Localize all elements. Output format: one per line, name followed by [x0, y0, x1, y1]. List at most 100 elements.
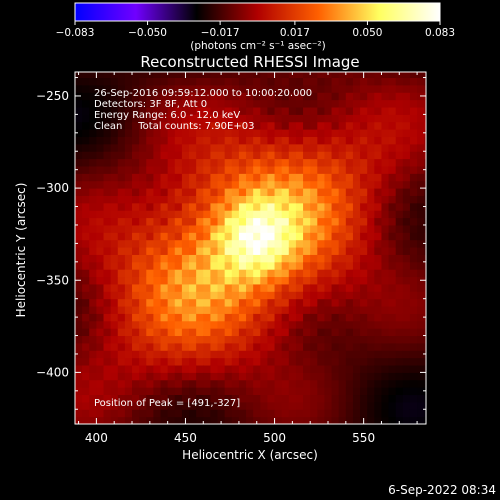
heatmap-pixel	[196, 84, 204, 93]
heatmap-pixel	[89, 173, 97, 182]
heatmap-pixel	[338, 72, 347, 79]
heatmap-pixel	[203, 173, 211, 182]
heatmap-pixel	[224, 357, 233, 366]
heatmap-pixel	[196, 165, 204, 174]
heatmap-pixel	[345, 129, 354, 138]
heatmap-pixel	[295, 276, 304, 285]
heatmap-pixel	[167, 387, 176, 396]
heatmap-pixel	[345, 379, 354, 388]
heatmap-pixel	[224, 342, 233, 351]
heatmap-pixel	[238, 158, 247, 167]
heatmap-pixel	[381, 129, 390, 138]
heatmap-pixel	[217, 217, 226, 226]
heatmap-pixel	[360, 99, 368, 108]
heatmap-pixel	[124, 210, 133, 219]
heatmap-pixel	[381, 298, 390, 307]
heatmap-pixel	[360, 357, 368, 366]
heatmap-pixel	[132, 173, 140, 182]
heatmap-pixel	[231, 320, 240, 329]
heatmap-pixel	[110, 136, 119, 145]
heatmap-pixel	[160, 387, 169, 396]
heatmap-pixel	[117, 202, 126, 211]
heatmap-pixel	[374, 372, 382, 381]
heatmap-pixel	[424, 269, 426, 278]
heatmap-pixel	[217, 276, 226, 285]
heatmap-pixel	[224, 224, 233, 233]
heatmap-pixel	[189, 394, 197, 403]
heatmap-pixel	[260, 291, 268, 300]
heatmap-pixel	[196, 129, 204, 138]
heatmap-pixel	[174, 84, 183, 93]
heatmap-pixel	[381, 247, 390, 255]
heatmap-pixel	[324, 409, 333, 418]
heatmap-pixel	[310, 409, 318, 418]
heatmap-pixel	[402, 114, 411, 123]
heatmap-pixel	[402, 335, 411, 344]
heatmap-pixel	[210, 394, 219, 403]
heatmap-pixel	[288, 107, 297, 115]
heatmap-pixel	[238, 357, 247, 366]
heatmap-pixel	[224, 84, 233, 93]
heatmap-pixel	[189, 261, 197, 270]
heatmap-pixel	[153, 158, 162, 167]
heatmap-pixel	[381, 107, 390, 115]
heatmap-pixel	[288, 416, 297, 424]
heatmap-pixel	[402, 387, 411, 396]
heatmap-pixel	[132, 379, 140, 388]
heatmap-pixel	[253, 129, 261, 138]
heatmap-pixel	[260, 387, 268, 396]
heatmap-pixel	[196, 107, 204, 115]
heatmap-pixel	[424, 99, 426, 108]
heatmap-pixel	[381, 394, 390, 403]
heatmap-pixel	[110, 77, 119, 86]
heatmap-pixel	[281, 261, 290, 270]
heatmap-pixel	[75, 357, 83, 366]
heatmap-pixel	[331, 143, 340, 152]
heatmap-pixel	[189, 328, 197, 337]
heatmap-pixel	[345, 195, 354, 204]
heatmap-pixel	[238, 306, 247, 314]
heatmap-pixel	[295, 254, 304, 263]
heatmap-pixel	[167, 151, 176, 160]
heatmap-pixel	[295, 210, 304, 219]
heatmap-pixel	[253, 291, 261, 300]
heatmap-pixel	[260, 72, 268, 79]
heatmap-pixel	[82, 232, 90, 241]
heatmap-pixel	[395, 313, 404, 322]
heatmap-pixel	[124, 114, 133, 123]
heatmap-pixel	[103, 188, 112, 196]
heatmap-pixel	[274, 291, 283, 300]
heatmap-pixel	[124, 77, 133, 86]
heatmap-pixel	[82, 239, 90, 248]
heatmap-pixel	[324, 394, 333, 403]
heatmap-pixel	[75, 173, 83, 182]
heatmap-pixel	[196, 313, 204, 322]
heatmap-pixel	[295, 291, 304, 300]
heatmap-pixel	[160, 365, 169, 373]
heatmap-pixel	[146, 165, 154, 174]
heatmap-pixel	[424, 401, 426, 410]
heatmap-pixel	[253, 224, 261, 233]
heatmap-pixel	[167, 254, 176, 263]
heatmap-pixel	[317, 188, 325, 196]
heatmap-pixel	[96, 306, 105, 314]
heatmap-pixel	[260, 350, 268, 359]
heatmap-pixel	[288, 283, 297, 292]
heatmap-pixel	[352, 165, 361, 174]
heatmap-pixel	[288, 401, 297, 410]
heatmap-pixel	[424, 320, 426, 329]
heatmap-pixel	[374, 320, 382, 329]
heatmap-pixel	[281, 84, 290, 93]
heatmap-pixel	[117, 320, 126, 329]
heatmap-pixel	[96, 342, 105, 351]
heatmap-pixel	[139, 291, 147, 300]
heatmap-pixel	[117, 401, 126, 410]
heatmap-pixel	[402, 247, 411, 255]
heatmap-pixel	[310, 276, 318, 285]
heatmap-pixel	[167, 195, 176, 204]
heatmap-pixel	[103, 409, 112, 418]
heatmap-pixel	[146, 121, 154, 130]
heatmap-pixel	[196, 394, 204, 403]
heatmap-pixel	[331, 357, 340, 366]
heatmap-pixel	[174, 99, 183, 108]
